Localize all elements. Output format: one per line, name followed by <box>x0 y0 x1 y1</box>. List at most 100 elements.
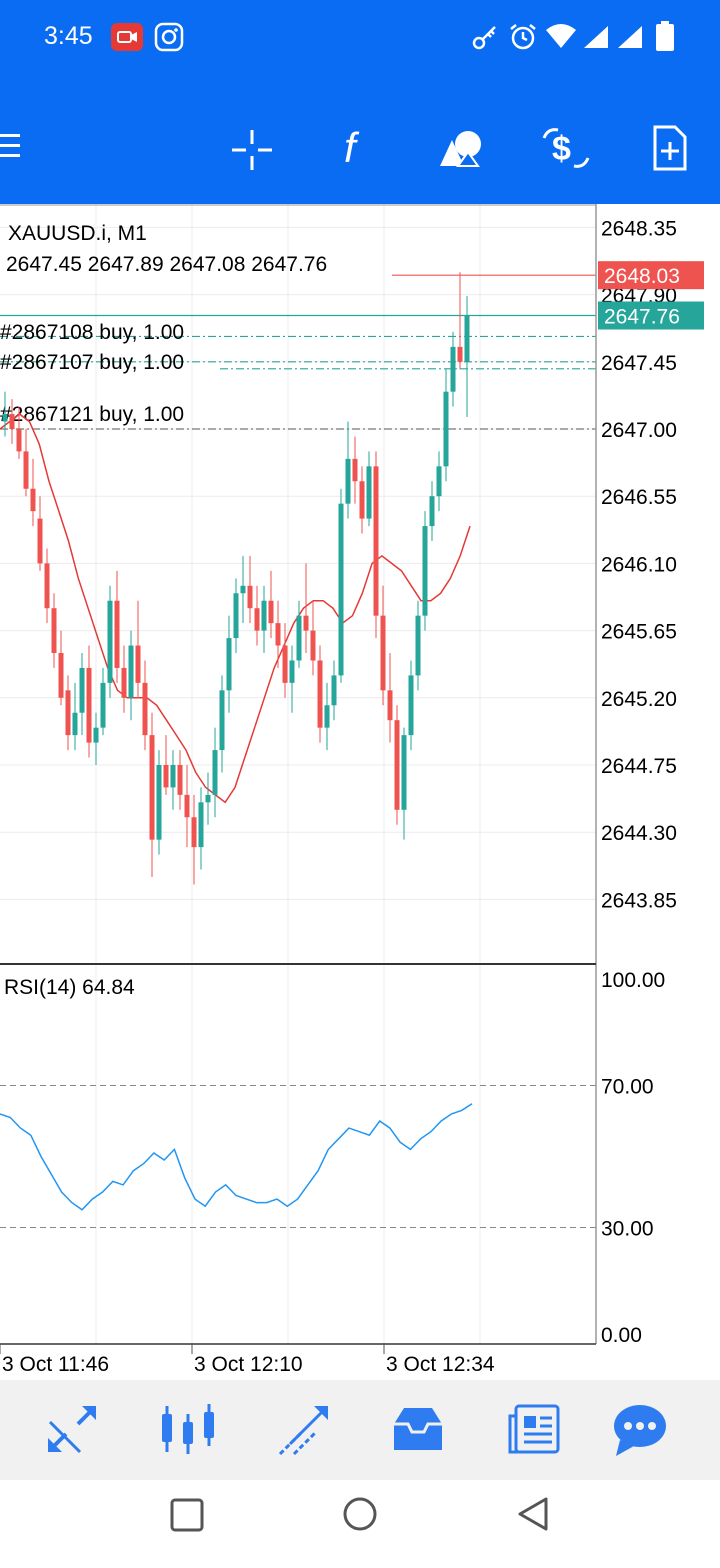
candle-body <box>44 563 50 609</box>
screen-record-icon <box>111 23 143 51</box>
candle-body <box>275 623 281 646</box>
price-chart[interactable]: #2867108 buy, 1.00 #2867107 buy, 1.00 #286… <box>0 204 720 1380</box>
key-icon <box>472 26 496 50</box>
price-tick-label: 2646.55 <box>601 486 677 509</box>
candle-body <box>58 653 64 698</box>
price-tick-label: 2644.75 <box>601 755 677 778</box>
candle-body <box>156 765 162 840</box>
candle-body <box>436 466 442 497</box>
candle-body <box>352 458 358 482</box>
candle-body <box>394 720 400 810</box>
candle-body <box>282 645 288 683</box>
candle-body <box>93 727 99 743</box>
chart-area[interactable]: #2867108 buy, 1.00 #2867107 buy, 1.00 #286… <box>0 204 720 1380</box>
candle-body <box>331 675 337 706</box>
candle-body <box>317 660 323 728</box>
news-icon[interactable] <box>506 1402 562 1458</box>
candle-body <box>240 585 246 594</box>
time-label: 3 Oct 12:34 <box>386 1353 495 1376</box>
candle-body <box>247 585 253 609</box>
candle-body <box>177 765 183 795</box>
candle-body <box>387 690 393 721</box>
ask-price-box <box>598 261 704 290</box>
rsi-tick-label: 0.00 <box>601 1324 642 1347</box>
candle-body <box>289 660 295 683</box>
price-tick-label: 2645.65 <box>601 621 677 644</box>
candle-body <box>212 750 218 795</box>
back-icon[interactable] <box>516 1496 550 1532</box>
messages-icon[interactable] <box>612 1402 668 1458</box>
alarm-icon <box>510 24 536 50</box>
bottom-nav <box>0 1380 720 1480</box>
indicators-icon[interactable]: f <box>340 124 374 172</box>
candle-body <box>303 615 309 631</box>
trade-icon[interactable]: $ <box>540 124 592 172</box>
candle-body <box>30 488 36 512</box>
candle-body <box>135 645 141 683</box>
ohlc-label: 2647.45 2647.89 2647.08 2647.76 <box>6 253 327 276</box>
order-label: #2867121 buy, 1.00 <box>0 403 184 426</box>
candle-body <box>191 817 197 848</box>
status-time: 3:45 <box>44 22 93 50</box>
candle-body <box>324 705 330 728</box>
signal-icon <box>584 26 608 48</box>
ask-price-label: 2648.03 <box>604 265 680 288</box>
time-label: 3 Oct 12:10 <box>194 1353 303 1376</box>
bid-price-box <box>598 301 704 330</box>
crosshair-icon[interactable] <box>230 128 274 172</box>
candle-body <box>9 414 15 429</box>
price-tick-label: 2644.30 <box>601 822 677 845</box>
quotes-icon[interactable] <box>44 1402 100 1458</box>
candle-body <box>121 667 127 698</box>
candle-body <box>254 608 260 631</box>
candle-body <box>23 451 29 489</box>
candle-body <box>107 600 113 683</box>
candle-body <box>345 458 351 504</box>
wifi-icon <box>546 24 576 48</box>
chart-toolbar: f $ <box>0 76 720 204</box>
candle-body <box>422 526 428 616</box>
new-order-icon[interactable] <box>652 124 688 172</box>
menu-icon[interactable] <box>0 132 22 160</box>
rsi-tick-label: 30.00 <box>601 1218 654 1241</box>
time-label: 3 Oct 11:46 <box>2 1353 109 1376</box>
candle-body <box>219 690 225 751</box>
order-label: #2867107 buy, 1.00 <box>0 351 184 374</box>
signal-icon <box>618 26 642 48</box>
recent-apps-icon[interactable] <box>170 1498 204 1532</box>
candle-body <box>205 794 211 803</box>
rsi-tick-label: 70.00 <box>601 1076 654 1099</box>
status-bar: 3:45 <box>0 0 720 76</box>
rsi-label: RSI(14) 64.84 <box>4 976 135 999</box>
candle-body <box>65 690 71 736</box>
candle-body <box>79 667 85 713</box>
price-tick-label: 2648.35 <box>601 217 677 240</box>
candle-body <box>72 712 78 736</box>
price-tick-label: 2647.45 <box>601 352 677 375</box>
objects-icon[interactable] <box>436 126 484 170</box>
candle-body <box>184 794 190 818</box>
svg-text:$: $ <box>552 130 571 168</box>
candle-body <box>2 414 8 422</box>
candle-body <box>86 667 92 743</box>
candle-body <box>450 346 456 392</box>
chart-candles-icon[interactable] <box>160 1402 216 1458</box>
order-label: #2867108 buy, 1.00 <box>0 321 184 344</box>
symbol-label: XAUUSD.i, M1 <box>8 222 147 245</box>
candle-body <box>268 600 274 624</box>
price-tick-label: 2646.10 <box>601 553 677 576</box>
candle-body <box>51 608 57 653</box>
history-icon[interactable] <box>390 1402 446 1458</box>
candle-body <box>310 630 316 661</box>
price-tick-label: 2647.00 <box>601 419 677 442</box>
candle-body <box>128 645 134 698</box>
rsi-line <box>0 1103 473 1211</box>
candle-body <box>457 346 463 362</box>
home-icon[interactable] <box>342 1496 378 1532</box>
candle-body <box>170 765 176 788</box>
price-tick-label: 2645.20 <box>601 688 677 711</box>
candle-body <box>296 615 302 661</box>
trade-icon[interactable] <box>276 1402 332 1458</box>
bid-price-label: 2647.76 <box>604 306 680 329</box>
candle-body <box>408 675 414 736</box>
